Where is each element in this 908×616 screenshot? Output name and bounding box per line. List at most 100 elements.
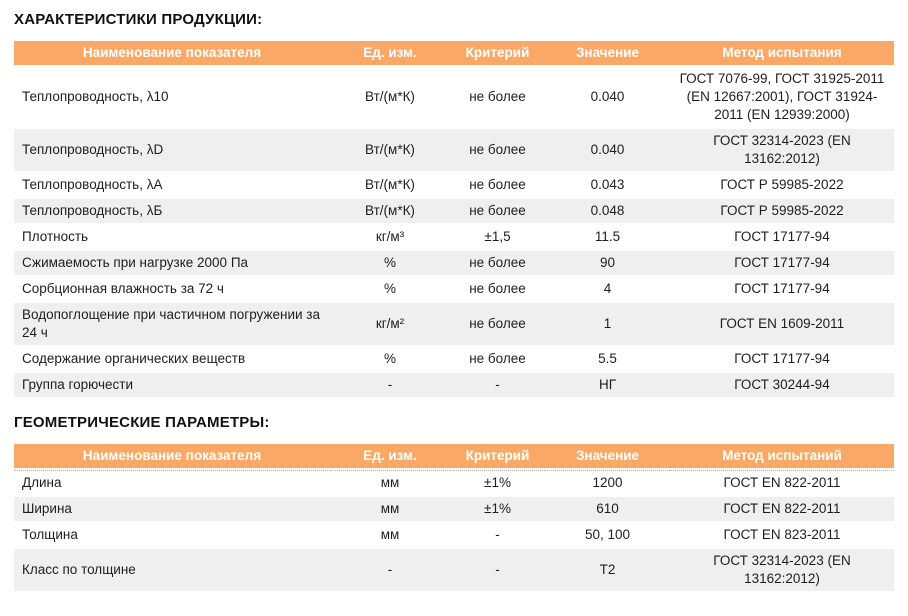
- cell-name: Теплопроводность, λ10: [14, 67, 330, 127]
- cell-unit: -: [330, 549, 450, 591]
- cell-method: ГОСТ Р 59985-2022: [670, 173, 894, 197]
- column-header-name: Наименование показателя: [14, 41, 330, 65]
- cell-value: 11.5: [545, 225, 670, 249]
- column-header-value: Значение: [545, 41, 670, 65]
- cell-name: Сжимаемость при нагрузке 2000 Па: [14, 251, 330, 275]
- cell-name: Плотность: [14, 225, 330, 249]
- table-row: Класс по толщине - - Т2 ГОСТ 32314-2023 …: [14, 549, 894, 591]
- cell-criterion: -: [450, 523, 545, 547]
- cell-unit: %: [330, 277, 450, 301]
- cell-name: Группа горючести: [14, 373, 330, 397]
- cell-unit: Вт/(м*К): [330, 173, 450, 197]
- cell-method: ГОСТ 32314-2023 (EN 13162:2012): [670, 549, 894, 591]
- cell-criterion: не более: [450, 303, 545, 345]
- cell-value: 0.048: [545, 199, 670, 223]
- column-header-value: Значение: [545, 444, 670, 468]
- cell-criterion: не более: [450, 67, 545, 127]
- cell-name: Сорбционная влажность за 72 ч: [14, 277, 330, 301]
- cell-value: 0.043: [545, 173, 670, 197]
- cell-value: 610: [545, 497, 670, 521]
- table-row: Сжимаемость при нагрузке 2000 Па % не бо…: [14, 251, 894, 275]
- cell-value: 90: [545, 251, 670, 275]
- cell-value: 1200: [545, 470, 670, 495]
- cell-method: ГОСТ Р 59985-2022: [670, 199, 894, 223]
- cell-name: Теплопроводность, λА: [14, 173, 330, 197]
- cell-unit: мм: [330, 497, 450, 521]
- cell-name: Ширина: [14, 497, 330, 521]
- cell-name: Класс по толщине: [14, 549, 330, 591]
- table-row: Группа горючести - - НГ ГОСТ 30244-94: [14, 373, 894, 397]
- table-row: Длина мм ±1% 1200 ГОСТ EN 822-2011: [14, 470, 894, 495]
- table-row: Толщина мм - 50, 100 ГОСТ EN 823-2011: [14, 523, 894, 547]
- cell-name: Теплопроводность, λБ: [14, 199, 330, 223]
- cell-criterion: не более: [450, 347, 545, 371]
- cell-value: 5.5: [545, 347, 670, 371]
- table2-header-row: Наименование показателя Ед. изм. Критери…: [14, 444, 894, 468]
- cell-method: ГОСТ 30244-94: [670, 373, 894, 397]
- cell-method: ГОСТ 17177-94: [670, 347, 894, 371]
- cell-value: 0.040: [545, 67, 670, 127]
- table-row: Ширина мм ±1% 610 ГОСТ EN 822-2011: [14, 497, 894, 521]
- cell-criterion: не более: [450, 129, 545, 171]
- cell-method: ГОСТ EN 823-2011: [670, 523, 894, 547]
- column-header-method: Метод испытаний: [670, 444, 894, 468]
- table-row: Сорбционная влажность за 72 ч % не более…: [14, 277, 894, 301]
- column-header-unit: Ед. изм.: [330, 41, 450, 65]
- cell-value: 1: [545, 303, 670, 345]
- table1-header-row: Наименование показателя Ед. изм. Критери…: [14, 41, 894, 65]
- cell-unit: %: [330, 251, 450, 275]
- cell-method: ГОСТ EN 1609-2011: [670, 303, 894, 345]
- cell-unit: -: [330, 373, 450, 397]
- cell-criterion: не более: [450, 173, 545, 197]
- cell-name: Водопоглощение при частичном погружении …: [14, 303, 330, 345]
- cell-unit: Вт/(м*К): [330, 67, 450, 127]
- cell-method: ГОСТ 32314-2023 (EN 13162:2012): [670, 129, 894, 171]
- cell-criterion: не более: [450, 199, 545, 223]
- column-header-method: Метод испытания: [670, 41, 894, 65]
- cell-name: Длина: [14, 470, 330, 495]
- cell-criterion: ±1%: [450, 497, 545, 521]
- cell-criterion: ±1%: [450, 470, 545, 495]
- cell-unit: Вт/(м*К): [330, 199, 450, 223]
- section-title-geometric-parameters: ГЕОМЕТРИЧЕСКИЕ ПАРАМЕТРЫ:: [14, 414, 270, 431]
- section-title-product-characteristics: ХАРАКТЕРИСТИКИ ПРОДУКЦИИ:: [14, 11, 263, 28]
- cell-method: ГОСТ 17177-94: [670, 225, 894, 249]
- page: ХАРАКТЕРИСТИКИ ПРОДУКЦИИ: Наименование п…: [14, 11, 894, 593]
- cell-unit: кг/м²: [330, 303, 450, 345]
- cell-method: ГОСТ EN 822-2011: [670, 470, 894, 495]
- column-header-criterion: Критерий: [450, 444, 545, 468]
- column-header-unit: Ед. изм.: [330, 444, 450, 468]
- table-row: Теплопроводность, λD Вт/(м*К) не более 0…: [14, 129, 894, 171]
- table-row: Теплопроводность, λ10 Вт/(м*К) не более …: [14, 67, 894, 127]
- cell-method: ГОСТ 17177-94: [670, 251, 894, 275]
- cell-unit: %: [330, 347, 450, 371]
- cell-value: 50, 100: [545, 523, 670, 547]
- cell-value: 0.040: [545, 129, 670, 171]
- cell-unit: мм: [330, 470, 450, 495]
- column-header-name: Наименование показателя: [14, 444, 330, 468]
- cell-name: Содержание органических веществ: [14, 347, 330, 371]
- cell-unit: кг/м³: [330, 225, 450, 249]
- table-row: Плотность кг/м³ ±1,5 11.5 ГОСТ 17177-94: [14, 225, 894, 249]
- table-row: Теплопроводность, λБ Вт/(м*К) не более 0…: [14, 199, 894, 223]
- cell-unit: мм: [330, 523, 450, 547]
- cell-name: Теплопроводность, λD: [14, 129, 330, 171]
- cell-unit: Вт/(м*К): [330, 129, 450, 171]
- cell-value: 4: [545, 277, 670, 301]
- cell-method: ГОСТ EN 822-2011: [670, 497, 894, 521]
- table-row: Содержание органических веществ % не бол…: [14, 347, 894, 371]
- column-header-criterion: Критерий: [450, 41, 545, 65]
- cell-method: ГОСТ 7076-99, ГОСТ 31925-2011 (EN 12667:…: [670, 67, 894, 127]
- cell-value: Т2: [545, 549, 670, 591]
- table-row: Водопоглощение при частичном погружении …: [14, 303, 894, 345]
- geometric-parameters-table: Наименование показателя Ед. изм. Критери…: [14, 442, 894, 593]
- cell-value: НГ: [545, 373, 670, 397]
- cell-method: ГОСТ 17177-94: [670, 277, 894, 301]
- cell-criterion: не более: [450, 251, 545, 275]
- cell-criterion: не более: [450, 277, 545, 301]
- cell-name: Толщина: [14, 523, 330, 547]
- cell-criterion: ±1,5: [450, 225, 545, 249]
- cell-criterion: -: [450, 549, 545, 591]
- table-row: Теплопроводность, λА Вт/(м*К) не более 0…: [14, 173, 894, 197]
- cell-criterion: -: [450, 373, 545, 397]
